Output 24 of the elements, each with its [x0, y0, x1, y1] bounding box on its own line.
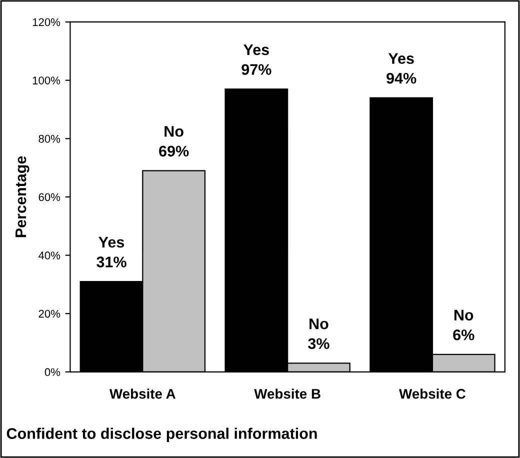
x-tick-label: Website C	[399, 388, 466, 399]
y-tick-label: 20%	[38, 310, 60, 318]
y-tick-label: 0%	[44, 368, 60, 376]
data-label: 3%	[308, 338, 330, 350]
data-label: 6%	[453, 329, 474, 340]
data-label: 31%	[96, 256, 126, 268]
y-tick-label: 80%	[38, 134, 60, 143]
text: No	[310, 318, 328, 330]
y-tick-label: 60%	[38, 193, 60, 202]
text: No	[454, 310, 474, 320]
y-tick-label: 100%	[32, 76, 60, 84]
text: Yes	[388, 53, 414, 64]
text: Yes	[243, 44, 269, 56]
data-label: 69%	[159, 146, 189, 157]
text: No	[164, 126, 184, 137]
text: Yes	[98, 236, 124, 248]
x-tick-label: Website B	[254, 388, 320, 399]
text: Confident to disclose personal information	[6, 428, 317, 442]
y-tick-label: 120%	[32, 18, 60, 26]
y-axis-title: Percentage	[16, 156, 30, 238]
data-label: 94%	[386, 72, 416, 84]
data-label: 97%	[242, 64, 272, 75]
y-tick-label: 40%	[38, 252, 60, 260]
x-tick-label: Website A	[109, 388, 176, 399]
